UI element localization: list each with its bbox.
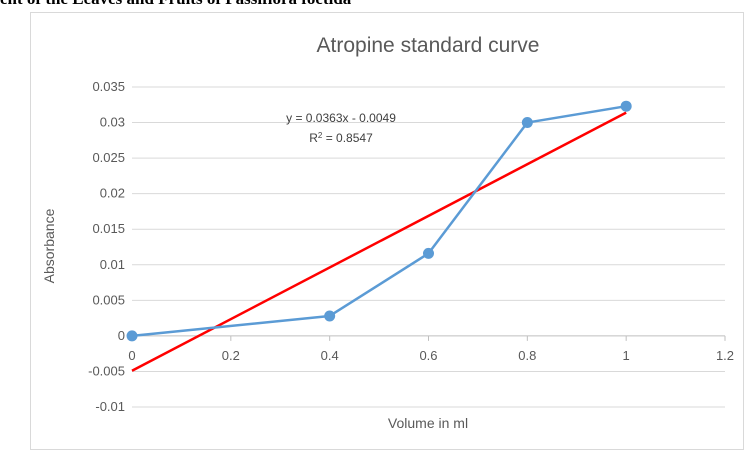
x-axis-label: Volume in ml (388, 415, 468, 431)
x-tick-label: 1.2 (716, 348, 734, 363)
trendline-layer (131, 111, 627, 372)
y-tick-label: 0.02 (100, 186, 125, 201)
series-layer (126, 100, 632, 342)
y-tick-label: 0.03 (100, 115, 125, 130)
data-point (620, 100, 632, 112)
axes (131, 335, 726, 341)
trendline (131, 111, 627, 372)
y-tick-label: 0.025 (92, 150, 125, 165)
y-tick-label: -0.005 (88, 363, 125, 378)
series-line (131, 104, 627, 338)
document-heading: ent of the Leaves and Fruits of Passiflo… (0, 0, 746, 13)
x-tick-label: 1 (623, 348, 630, 363)
y-tick-label: 0.005 (92, 292, 125, 307)
chart-title: Atropine standard curve (317, 34, 540, 57)
y-tick-label: 0.035 (92, 79, 125, 94)
trendline-equation: y = 0.0363x - 0.0049 (286, 111, 396, 125)
y-axis-label: Absorbance (41, 208, 57, 283)
chart-frame (30, 12, 744, 450)
gridlines (132, 86, 725, 408)
y-tick-label: 0.01 (100, 257, 125, 272)
data-point (423, 247, 434, 259)
x-tick-label: 0.6 (419, 348, 437, 363)
data-point (324, 310, 336, 322)
x-tick-label: 0.8 (518, 348, 536, 363)
x-tick-label: 0 (128, 348, 135, 363)
y-tick-label: 0.015 (92, 221, 125, 236)
y-tick-label: 0 (118, 328, 125, 343)
y-tick-label: -0.01 (95, 399, 125, 414)
trendline-r-squared: R2 = 0.8547 (309, 131, 373, 146)
x-tick-label: 0.2 (222, 348, 240, 363)
x-tick-label: 0.4 (321, 348, 339, 363)
data-point (521, 117, 533, 129)
tick-labels: -0.01-0.00500.0050.010.0150.020.0250.030… (88, 79, 734, 414)
data-point (126, 330, 138, 342)
